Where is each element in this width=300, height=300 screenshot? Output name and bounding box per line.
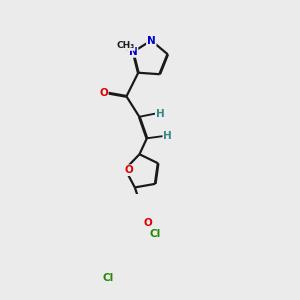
- Text: H: H: [163, 131, 172, 141]
- Text: H: H: [156, 109, 165, 118]
- Text: Cl: Cl: [102, 273, 114, 283]
- Text: Cl: Cl: [149, 230, 160, 239]
- Text: N: N: [147, 35, 156, 46]
- Text: N: N: [129, 47, 137, 57]
- Text: CH₃: CH₃: [116, 41, 135, 50]
- Text: O: O: [99, 88, 108, 98]
- Text: O: O: [124, 165, 133, 175]
- Text: O: O: [144, 218, 153, 228]
